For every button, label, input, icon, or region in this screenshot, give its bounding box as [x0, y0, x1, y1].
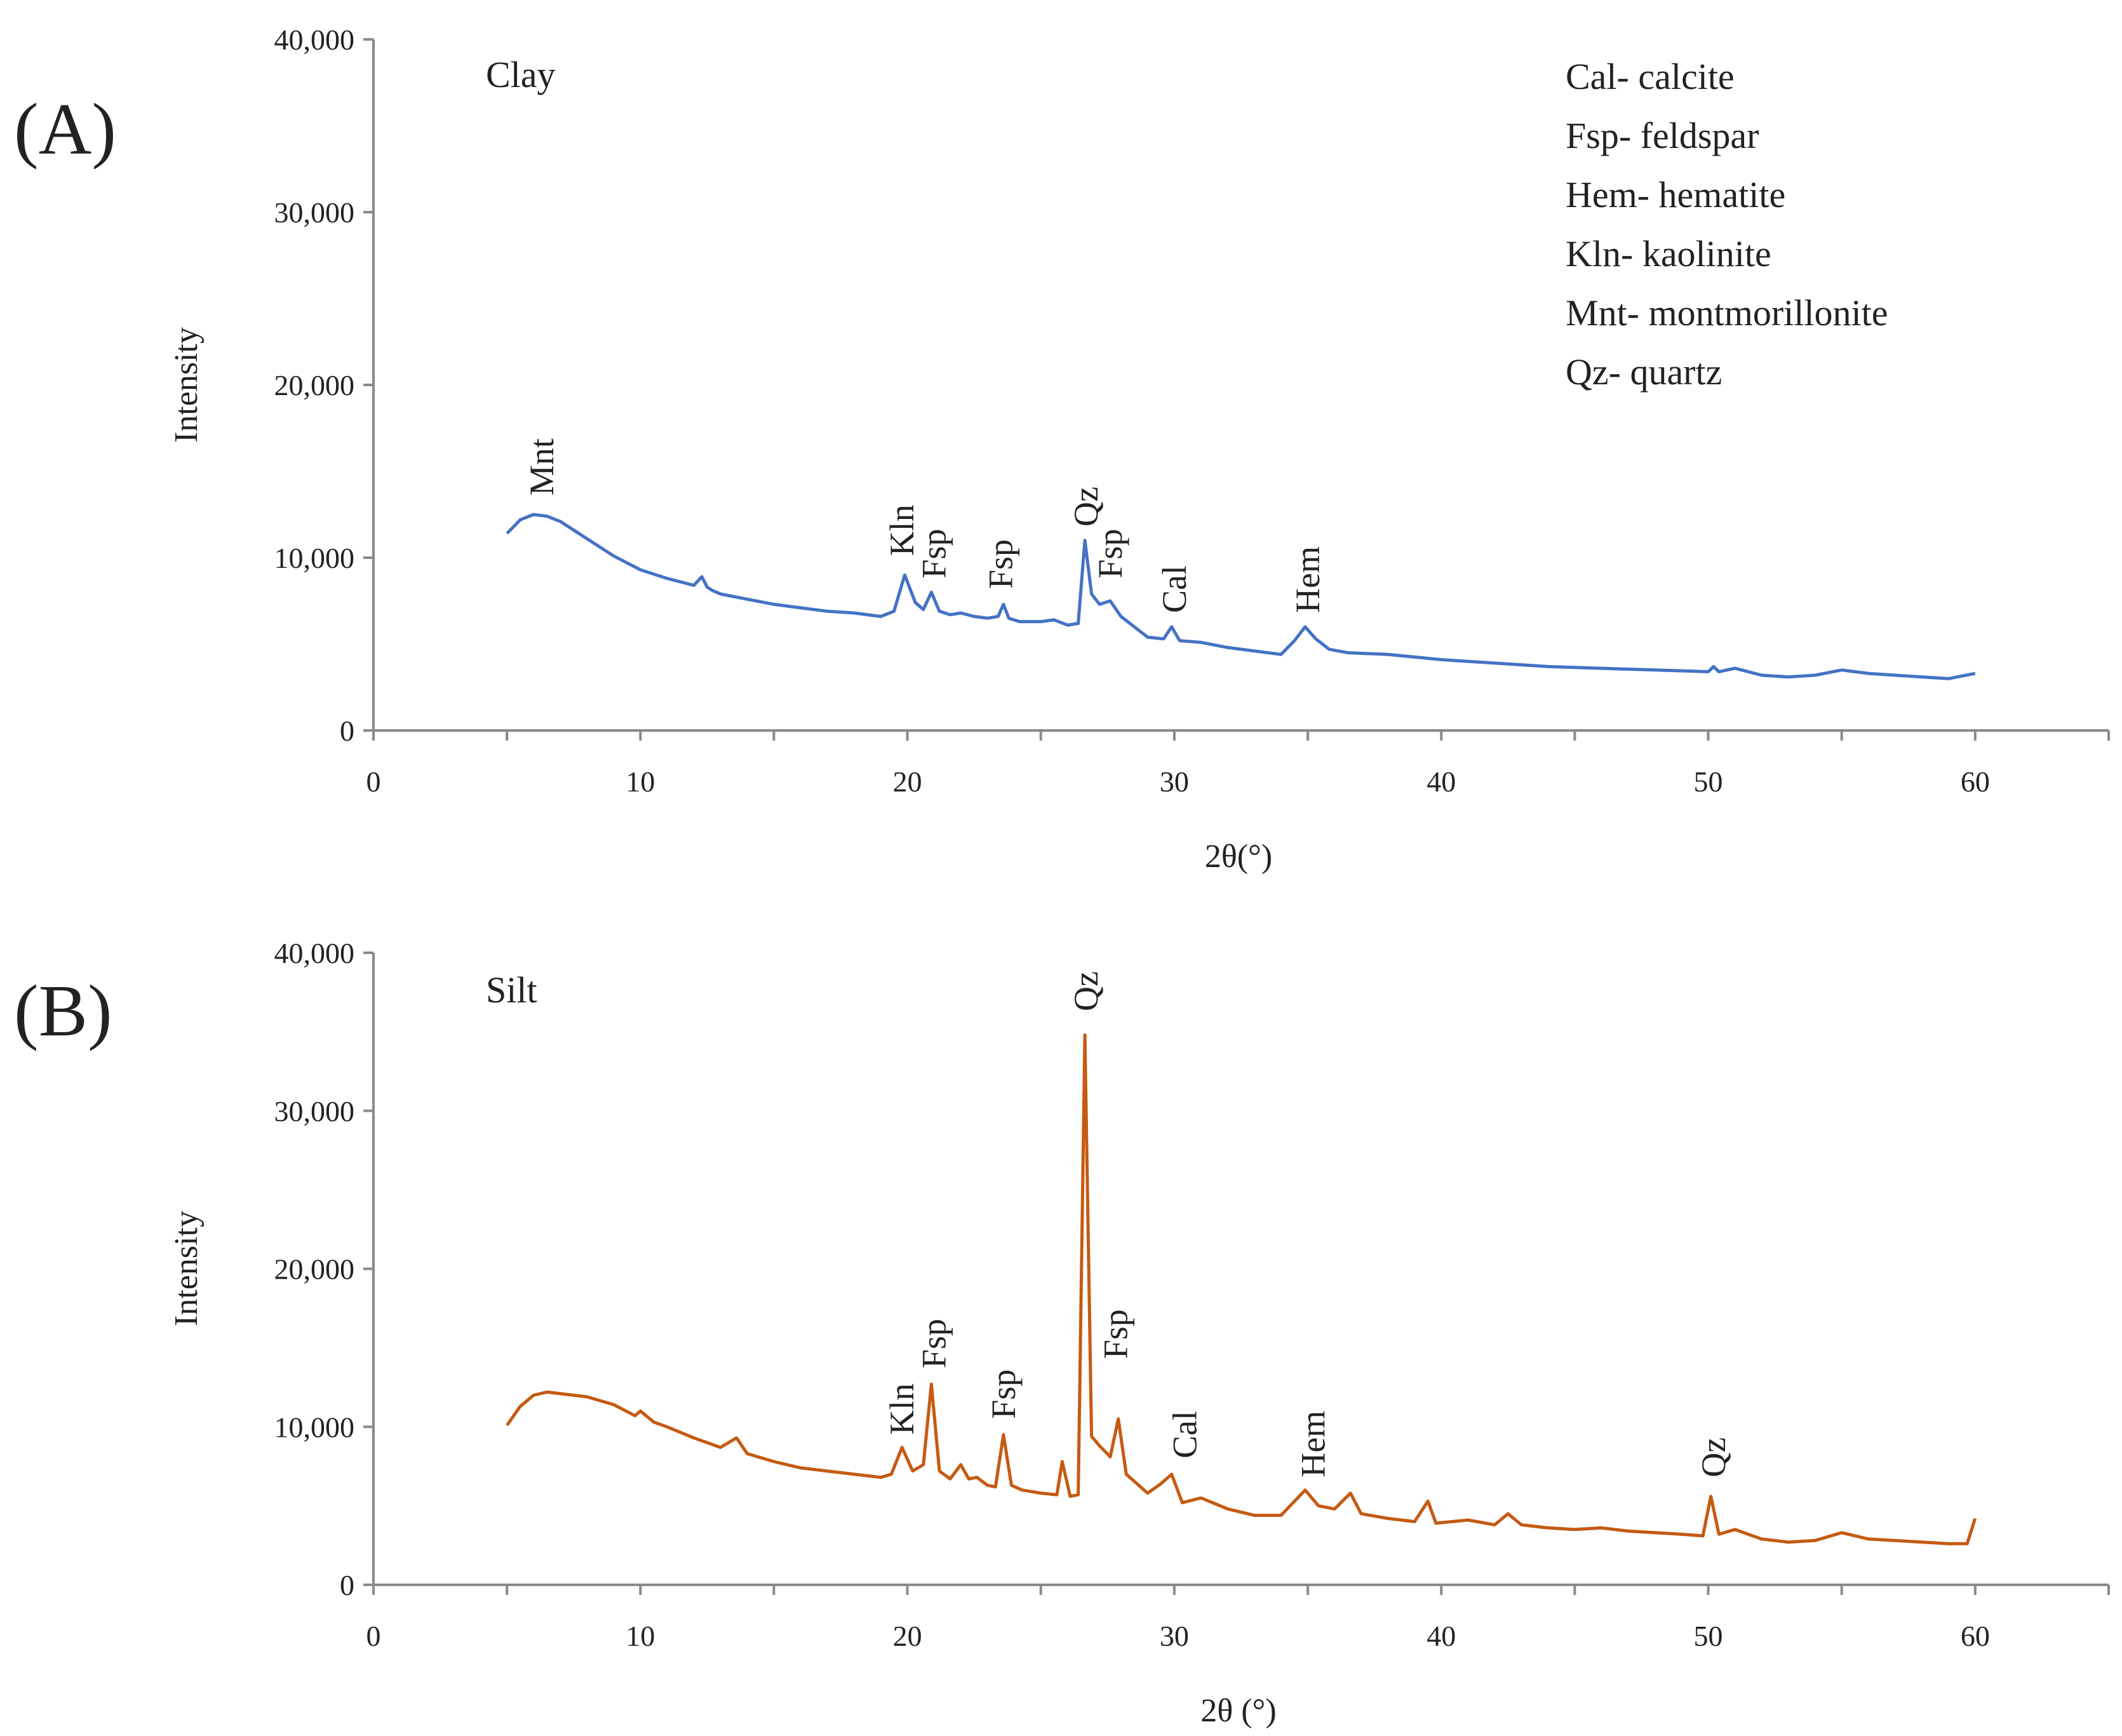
- peak-label: Fsp: [915, 1319, 953, 1368]
- silt-series-line: [506, 1033, 1977, 1545]
- legend-entry: Cal- calcite: [1566, 56, 1735, 97]
- y-tick-label: 40,000: [274, 24, 355, 56]
- x-tick-label: 30: [1160, 765, 1189, 798]
- x-tick-label: 50: [1694, 1620, 1723, 1652]
- peak-label: Fsp: [915, 529, 953, 579]
- panel-b-y-title: Intensity: [168, 1211, 205, 1326]
- legend-entry: Fsp- feldspar: [1566, 115, 1759, 156]
- x-tick-label: 10: [626, 1620, 655, 1652]
- x-tick-label: 60: [1961, 765, 1990, 798]
- panel-b-sample-label: Silt: [486, 969, 537, 1011]
- y-tick-label: 20,000: [274, 1253, 355, 1286]
- panel-b-ticks: 0 10,000 20,000 30,000 40,000 0 10 20 30 40 50 60: [274, 937, 2110, 1652]
- legend-entry: Hem- hematite: [1566, 174, 1785, 215]
- legend-entry: Kln- kaolinite: [1566, 233, 1771, 274]
- y-tick-label: 30,000: [274, 196, 355, 229]
- clay-series-line: [506, 513, 1976, 680]
- panel-b-x-title: 2θ (°): [1200, 1693, 1276, 1729]
- panel-a: (A) Clay Cal- calcite Fsp- feldspar Hem-…: [14, 24, 2110, 875]
- panel-b-tag: (B): [14, 971, 112, 1052]
- x-tick-label: 20: [893, 765, 922, 798]
- y-tick-label: 0: [340, 715, 354, 747]
- x-tick-label: 10: [626, 765, 655, 798]
- peak-label: Fsp: [1097, 1309, 1135, 1359]
- peak-label: Hem: [1289, 546, 1327, 613]
- panel-a-y-title: Intensity: [168, 327, 205, 443]
- peak-label: Qz: [1695, 1437, 1733, 1477]
- peak-label: Cal: [1166, 1411, 1204, 1458]
- panel-a-ticks: 0 10,000 20,000 30,000 40,000 0 10 20 30 40 50 60: [274, 24, 2110, 798]
- peak-label: Fsp: [982, 539, 1020, 589]
- peak-label: Qz: [1067, 971, 1105, 1011]
- x-tick-label: 0: [366, 1620, 381, 1652]
- peak-label: Fsp: [1091, 529, 1129, 579]
- y-tick-label: 30,000: [274, 1095, 355, 1127]
- peak-label: Kln: [883, 504, 921, 556]
- legend-entry: Qz- quartz: [1566, 351, 1722, 393]
- panel-a-sample-label: Clay: [486, 54, 556, 95]
- y-tick-label: 0: [340, 1569, 354, 1601]
- y-tick-label: 40,000: [274, 937, 355, 969]
- peak-label: Mnt: [523, 438, 561, 495]
- x-tick-label: 60: [1961, 1620, 1990, 1652]
- peak-label: Cal: [1155, 565, 1193, 613]
- panel-a-x-title: 2θ(°): [1205, 838, 1272, 875]
- panel-b: (B) Silt 0 10,000 20,000 30,000 40,000 0 10 20 3…: [14, 937, 2110, 1729]
- peak-label: Qz: [1067, 487, 1105, 527]
- panel-b-peak-labels: Kln Fsp Fsp Qz Fsp Cal Hem Qz: [883, 971, 1733, 1477]
- peak-label: Hem: [1294, 1411, 1333, 1477]
- legend-entry: Mnt- montmorillonite: [1566, 292, 1888, 333]
- x-tick-label: 50: [1694, 765, 1723, 798]
- legend: Cal- calcite Fsp- feldspar Hem- hematite…: [1566, 56, 1888, 393]
- panel-a-tag: (A): [14, 89, 116, 170]
- x-tick-label: 40: [1427, 1620, 1456, 1652]
- x-tick-label: 30: [1160, 1620, 1189, 1652]
- peak-label: Kln: [883, 1383, 921, 1435]
- x-tick-label: 20: [893, 1620, 922, 1652]
- peak-label: Fsp: [984, 1369, 1023, 1419]
- y-tick-label: 20,000: [274, 369, 355, 401]
- x-tick-label: 40: [1427, 765, 1456, 798]
- y-tick-label: 10,000: [274, 1411, 355, 1443]
- x-tick-label: 0: [366, 765, 381, 798]
- y-tick-label: 10,000: [274, 542, 355, 574]
